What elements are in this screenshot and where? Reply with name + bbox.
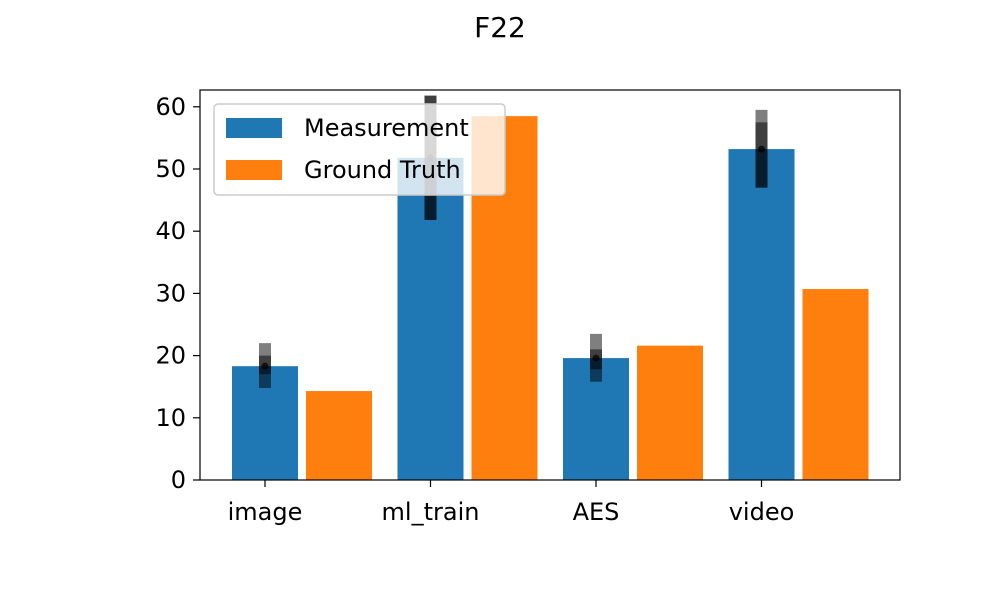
bar-measurement-video	[728, 149, 795, 480]
x-tick-label-video: video	[729, 498, 795, 526]
x-tick-label-AES: AES	[573, 498, 620, 526]
y-tick-label-60: 60	[155, 93, 186, 121]
legend-label-measurement: Measurement	[304, 114, 469, 142]
bar-ground-truth-AES	[637, 345, 703, 480]
bar-ground-truth-image	[306, 391, 372, 480]
y-tick-label-10: 10	[155, 404, 186, 432]
y-tick-label-20: 20	[155, 342, 186, 370]
y-tick-label-40: 40	[155, 217, 186, 245]
x-axis: image ml_train AES video	[228, 480, 795, 526]
error-bar-center-image	[261, 362, 269, 370]
y-tick-label-0: 0	[171, 466, 186, 494]
x-tick-label-ml_train: ml_train	[382, 498, 480, 526]
legend: Measurement Ground Truth	[213, 103, 506, 196]
legend-swatch-ground-truth	[226, 160, 282, 180]
y-tick-label-50: 50	[155, 155, 186, 183]
error-bar-center-video	[758, 145, 765, 153]
bar-ground-truth-video	[802, 289, 869, 480]
plot-frame	[199, 89, 901, 481]
y-tick-label-30: 30	[155, 279, 186, 307]
error-bar-center-AES	[592, 354, 600, 362]
y-axis: 0 10 20 30 40 50 60	[155, 93, 200, 494]
legend-box	[213, 103, 506, 196]
chart-title: F22	[474, 11, 526, 44]
legend-label-ground-truth: Ground Truth	[304, 156, 461, 184]
x-tick-label-image: image	[228, 498, 303, 526]
legend-swatch-measurement	[226, 118, 282, 138]
